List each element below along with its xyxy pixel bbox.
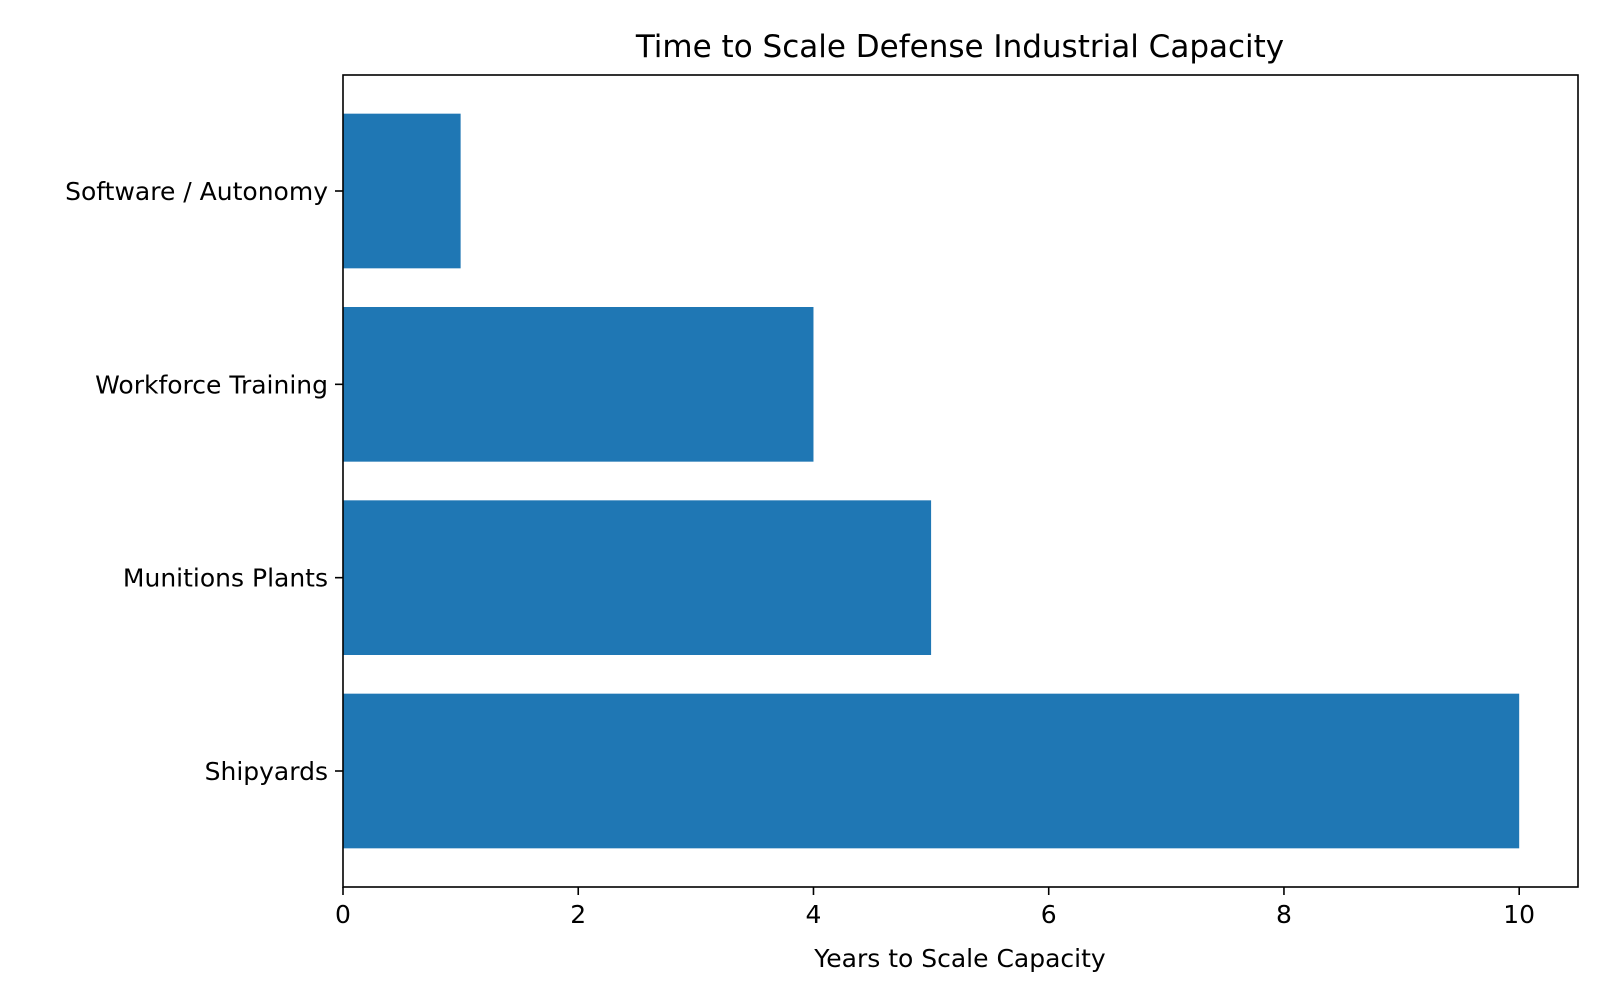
bar-workforce-training [343,307,814,462]
x-tick-label: 6 [1041,900,1057,929]
bars-group [343,113,1520,849]
x-axis-ticks: 0 2 4 6 8 10 [335,887,1535,929]
bar-shipyards [343,693,1520,849]
chart-title: Time to Scale Defense Industrial Capacit… [635,29,1284,65]
y-tick-label: Munitions Plants [123,564,328,593]
y-axis-ticks: Shipyards Munitions Plants Workforce Train… [65,177,343,786]
x-tick-label: 2 [570,900,586,929]
plot-frame [342,74,1579,888]
x-tick-label: 8 [1276,900,1292,929]
bar-munitions-plants [343,500,932,655]
bar-software-autonomy [343,113,461,269]
x-tick-label: 0 [335,900,351,929]
x-axis-label: Years to Scale Capacity [813,944,1106,973]
y-tick-label: Workforce Training [95,370,328,399]
x-tick-label: 4 [806,900,822,929]
x-tick-label: 10 [1503,900,1535,929]
y-tick-label: Software / Autonomy [65,177,328,206]
y-tick-label: Shipyards [205,757,328,786]
